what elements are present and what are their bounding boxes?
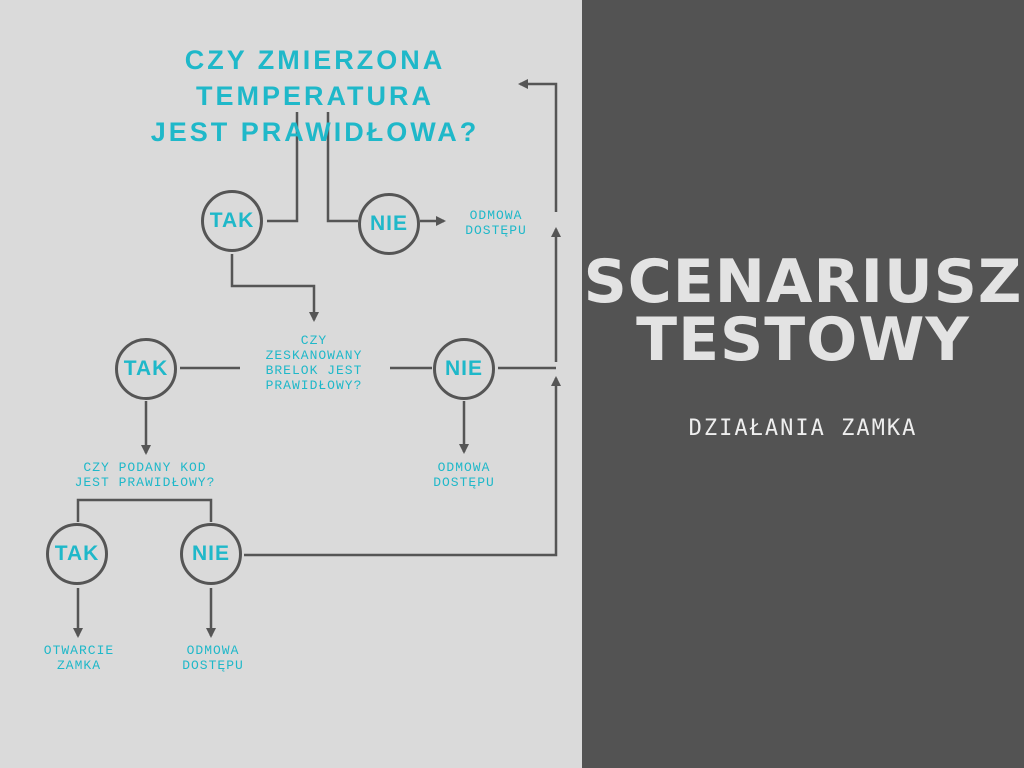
connector-code-split bbox=[76, 498, 213, 522]
question-temperature: CZY ZMIERZONA TEMPERATURA JEST PRAWIDŁOW… bbox=[150, 45, 480, 147]
page-subtitle: DZIAŁANIA ZAMKA bbox=[688, 416, 918, 441]
arrow-yes1-to-fob bbox=[230, 254, 319, 322]
result-lock-open: OTWARCIE ZAMKA bbox=[43, 643, 115, 673]
connector-temp-to-no bbox=[326, 112, 358, 223]
feedback-line-lower bbox=[244, 376, 561, 557]
flowchart-connectors bbox=[73, 79, 561, 638]
result-access-denied-3: ODMOWA DOSTĘPU bbox=[182, 643, 244, 673]
decision-no-temperature[interactable]: NIE bbox=[358, 193, 420, 255]
connector-temp-to-yes bbox=[267, 112, 299, 223]
decision-no-fob[interactable]: NIE bbox=[433, 338, 495, 400]
decision-yes-code[interactable]: TAK bbox=[46, 523, 108, 585]
result-access-denied-1: ODMOWA DOSTĘPU bbox=[465, 208, 527, 238]
question-code: CZY PODANY KOD JEST PRAWIDŁOWY? bbox=[74, 460, 216, 490]
decision-no-code[interactable]: NIE bbox=[180, 523, 242, 585]
question-fob: CZY ZESKANOWANY BRELOK JEST PRAWIDŁOWY? bbox=[265, 333, 363, 393]
result-access-denied-2: ODMOWA DOSTĘPU bbox=[433, 460, 495, 490]
page-title-line1: SCENARIUSZ bbox=[583, 247, 1023, 317]
page-title-line2: TESTOWY bbox=[636, 305, 970, 375]
decision-yes-temperature[interactable]: TAK bbox=[201, 190, 263, 252]
feedback-line-top bbox=[518, 79, 558, 212]
decision-yes-fob[interactable]: TAK bbox=[115, 338, 177, 400]
title-panel bbox=[582, 0, 1024, 768]
